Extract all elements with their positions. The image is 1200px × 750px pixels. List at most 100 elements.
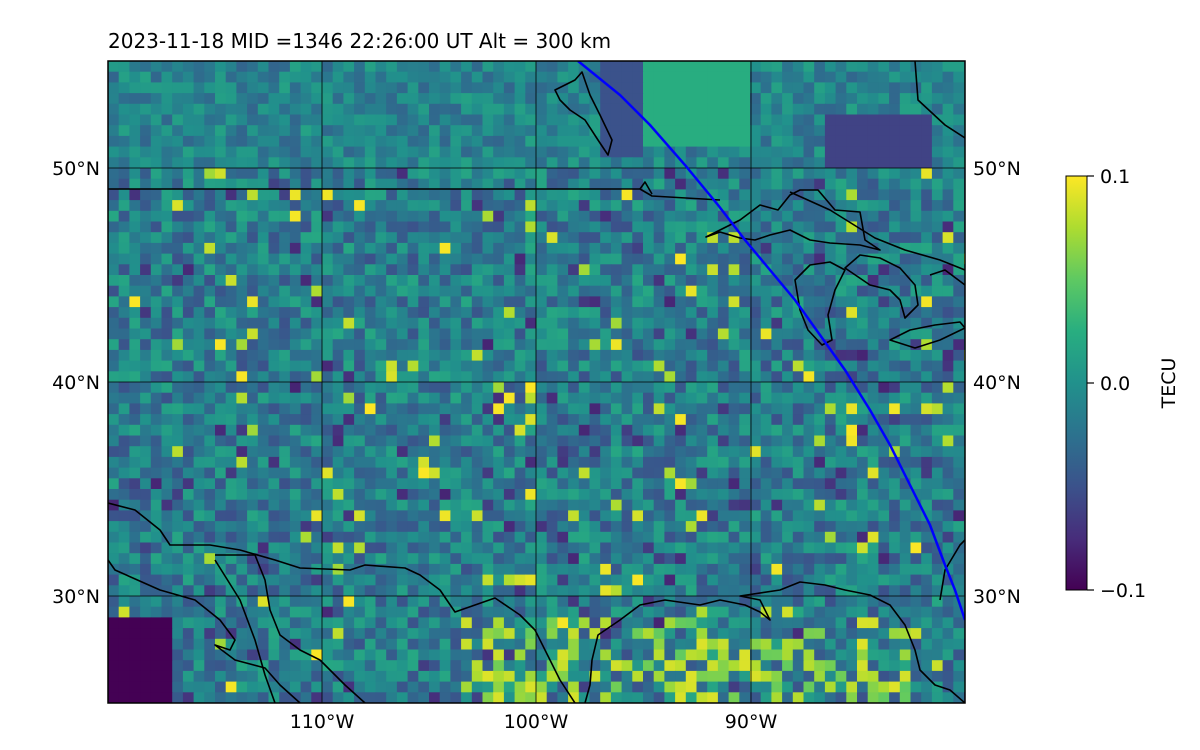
heatmap-cell: [632, 478, 644, 490]
heatmap-cell: [610, 382, 623, 394]
heatmap-cell: [728, 114, 740, 126]
heatmap-cell: [364, 585, 377, 597]
heatmap-cell: [953, 61, 965, 73]
heatmap-cell: [396, 210, 409, 223]
heatmap-cell: [568, 275, 580, 287]
heatmap-cell: [279, 71, 291, 83]
heatmap-cell: [814, 371, 826, 383]
heatmap-cell: [589, 307, 601, 319]
heatmap-cell: [578, 157, 591, 169]
heatmap-cell: [450, 510, 462, 522]
heatmap-cell: [461, 178, 473, 190]
heatmap-cell: [792, 563, 805, 576]
heatmap-cell: [910, 189, 922, 201]
heatmap-cell: [771, 349, 783, 362]
heatmap-cell: [568, 317, 580, 330]
heatmap-cell: [728, 403, 740, 415]
heatmap-cell: [771, 253, 783, 265]
heatmap-cell: [311, 596, 323, 608]
heatmap-cell: [664, 210, 676, 223]
heatmap-cell: [182, 681, 195, 693]
heatmap-cell: [343, 114, 355, 126]
heatmap-cell: [760, 510, 772, 522]
heatmap-cell: [247, 435, 259, 447]
heatmap-cell: [782, 371, 794, 383]
heatmap-cell: [375, 232, 387, 244]
heatmap-cell: [771, 531, 783, 544]
heatmap-cell: [536, 542, 548, 554]
heatmap-cell: [621, 478, 633, 490]
heatmap-cell: [942, 414, 954, 426]
heatmap-cell: [889, 628, 901, 640]
heatmap-cell: [889, 275, 901, 287]
heatmap-cell: [193, 478, 205, 490]
heatmap-cell: [632, 328, 644, 340]
heatmap-cell: [610, 574, 623, 586]
heatmap-cell: [236, 296, 248, 308]
heatmap-cell: [643, 692, 655, 703]
heatmap-cell: [493, 617, 505, 629]
heatmap-cell: [814, 574, 826, 586]
heatmap-cell: [600, 660, 612, 672]
heatmap-cell: [407, 328, 419, 340]
heatmap-cell: [129, 114, 141, 126]
heatmap-cell: [150, 371, 163, 383]
heatmap-cell: [867, 307, 879, 319]
heatmap-cell: [482, 435, 494, 447]
heatmap-cell: [782, 553, 794, 565]
heatmap-cell: [739, 606, 751, 618]
heatmap-cell: [782, 649, 794, 661]
heatmap-cell: [653, 553, 665, 565]
heatmap-cell: [621, 456, 633, 469]
heatmap-cell: [867, 103, 879, 116]
heatmap-cell: [653, 563, 665, 576]
heatmap-cell: [332, 596, 344, 608]
heatmap-cell: [471, 93, 484, 105]
heatmap-cell: [824, 349, 837, 362]
heatmap-cell: [835, 125, 847, 137]
heatmap-cell: [803, 210, 815, 223]
heatmap-cell: [857, 307, 869, 319]
heatmap-cell: [610, 242, 623, 255]
heatmap-cell: [814, 382, 826, 394]
heatmap-cell: [343, 456, 355, 469]
heatmap-cell: [257, 617, 270, 629]
heatmap-cell: [536, 135, 548, 148]
heatmap-cell: [899, 317, 912, 330]
heatmap-cell: [268, 382, 280, 394]
heatmap-cell: [471, 510, 484, 522]
heatmap-cell: [429, 232, 441, 244]
heatmap-cell: [760, 424, 772, 437]
heatmap-cell: [600, 499, 612, 511]
heatmap-cell: [931, 168, 944, 180]
heatmap-cell: [108, 264, 120, 276]
heatmap-cell: [279, 681, 291, 693]
heatmap-cell: [610, 638, 623, 651]
heatmap-cell: [782, 210, 794, 223]
heatmap-cell: [150, 563, 163, 576]
heatmap-cell: [493, 542, 505, 554]
heatmap-cell: [514, 82, 526, 94]
heatmap-cell: [568, 371, 580, 383]
heatmap-cell: [289, 178, 302, 190]
heatmap-cell: [279, 563, 291, 576]
heatmap-cell: [322, 596, 334, 608]
heatmap-cell: [493, 681, 505, 693]
heatmap-cell: [482, 670, 494, 683]
heatmap-cell: [118, 178, 130, 190]
heatmap-cell: [343, 168, 355, 180]
heatmap-cell: [803, 82, 815, 94]
heatmap-cell: [161, 210, 173, 223]
heatmap-cell: [236, 392, 248, 404]
heatmap-cell: [931, 456, 944, 469]
heatmap-cell: [129, 157, 141, 169]
heatmap-cell: [418, 125, 430, 137]
heatmap-cell: [578, 424, 591, 437]
heatmap-cell: [332, 168, 344, 180]
heatmap-cell: [857, 210, 869, 223]
heatmap-cell: [429, 253, 441, 265]
heatmap-cell: [343, 467, 355, 479]
heatmap-cell: [643, 135, 655, 148]
heatmap-cell: [503, 168, 516, 180]
heatmap-cell: [311, 681, 323, 693]
